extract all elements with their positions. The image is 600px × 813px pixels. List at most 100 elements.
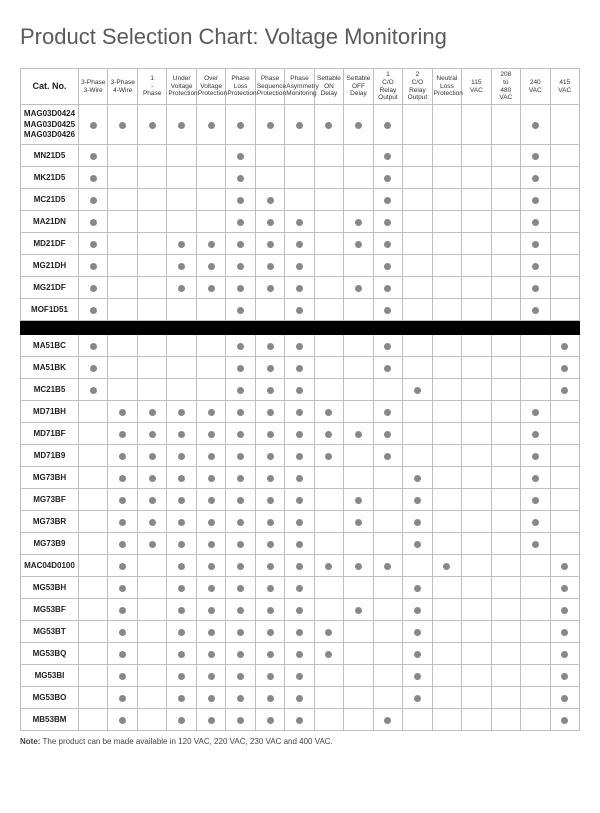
feature-cell <box>521 105 550 145</box>
table-row: MG53BO <box>21 687 580 709</box>
feature-cell <box>196 211 225 233</box>
feature-dot-icon <box>267 651 274 658</box>
feature-cell <box>226 189 255 211</box>
feature-cell <box>314 299 343 321</box>
feature-cell <box>373 357 402 379</box>
feature-dot-icon <box>414 475 421 482</box>
feature-dot-icon <box>237 263 244 270</box>
feature-cell <box>196 357 225 379</box>
feature-cell <box>314 423 343 445</box>
feature-cell <box>137 401 166 423</box>
feature-cell <box>491 467 520 489</box>
feature-dot-icon <box>414 387 421 394</box>
feature-cell <box>196 489 225 511</box>
feature-cell <box>255 233 284 255</box>
feature-cell <box>285 643 314 665</box>
feature-cell <box>550 379 580 401</box>
feature-cell <box>550 105 580 145</box>
feature-cell <box>373 577 402 599</box>
feature-dot-icon <box>296 122 303 129</box>
feature-dot-icon <box>267 673 274 680</box>
cat-no-cell: MOF1D51 <box>21 299 79 321</box>
feature-dot-icon <box>149 431 156 438</box>
feature-dot-icon <box>90 307 97 314</box>
feature-cell <box>550 555 580 577</box>
cat-no-cell: MAC04D0100 <box>21 555 79 577</box>
feature-cell <box>373 599 402 621</box>
feature-cell <box>255 533 284 555</box>
cat-no-cell: MN21D5 <box>21 145 79 167</box>
feature-cell <box>108 489 137 511</box>
feature-dot-icon <box>267 519 274 526</box>
feature-dot-icon <box>237 607 244 614</box>
feature-cell <box>462 423 491 445</box>
feature-cell <box>255 643 284 665</box>
feature-cell <box>285 709 314 731</box>
feature-cell <box>79 255 108 277</box>
feature-dot-icon <box>119 673 126 680</box>
cat-no-cell: MG73BH <box>21 467 79 489</box>
feature-cell <box>403 255 432 277</box>
feature-dot-icon <box>384 219 391 226</box>
cat-no-cell: MC21B5 <box>21 379 79 401</box>
feature-cell <box>344 533 373 555</box>
column-header: Cat. No. <box>21 69 79 105</box>
feature-cell <box>521 233 550 255</box>
cat-no-cell: MG21DH <box>21 255 79 277</box>
feature-cell <box>196 467 225 489</box>
feature-dot-icon <box>119 629 126 636</box>
feature-cell <box>521 145 550 167</box>
feature-cell <box>79 511 108 533</box>
feature-cell <box>79 665 108 687</box>
feature-cell <box>137 511 166 533</box>
feature-cell <box>196 105 225 145</box>
column-header: 3-Phase4-Wire <box>108 69 137 105</box>
feature-dot-icon <box>384 717 391 724</box>
feature-cell <box>137 277 166 299</box>
feature-dot-icon <box>208 285 215 292</box>
feature-cell <box>491 379 520 401</box>
table-row: MA51BK <box>21 357 580 379</box>
table-row: MD71B9 <box>21 445 580 467</box>
feature-cell <box>432 709 461 731</box>
feature-cell <box>462 577 491 599</box>
feature-cell <box>344 255 373 277</box>
feature-cell <box>491 233 520 255</box>
feature-cell <box>255 423 284 445</box>
feature-dot-icon <box>178 541 185 548</box>
column-header: 1-Phase <box>137 69 166 105</box>
feature-cell <box>196 665 225 687</box>
feature-cell <box>373 621 402 643</box>
feature-dot-icon <box>325 409 332 416</box>
feature-cell <box>403 211 432 233</box>
feature-cell <box>491 211 520 233</box>
feature-dot-icon <box>237 153 244 160</box>
feature-cell <box>373 211 402 233</box>
feature-cell <box>432 467 461 489</box>
feature-cell <box>79 167 108 189</box>
feature-cell <box>521 709 550 731</box>
separator-bar <box>21 321 580 335</box>
feature-cell <box>226 599 255 621</box>
feature-dot-icon <box>119 563 126 570</box>
feature-cell <box>108 233 137 255</box>
feature-dot-icon <box>208 607 215 614</box>
feature-dot-icon <box>119 409 126 416</box>
feature-cell <box>373 335 402 357</box>
column-header: 115VAC <box>462 69 491 105</box>
feature-cell <box>226 467 255 489</box>
feature-cell <box>462 533 491 555</box>
feature-dot-icon <box>267 629 274 636</box>
feature-cell <box>137 255 166 277</box>
feature-cell <box>167 189 196 211</box>
feature-cell <box>432 665 461 687</box>
feature-dot-icon <box>178 409 185 416</box>
feature-dot-icon <box>267 431 274 438</box>
feature-cell <box>314 233 343 255</box>
feature-cell <box>403 599 432 621</box>
feature-cell <box>137 379 166 401</box>
feature-dot-icon <box>119 541 126 548</box>
feature-cell <box>462 211 491 233</box>
feature-dot-icon <box>355 519 362 526</box>
feature-dot-icon <box>267 122 274 129</box>
